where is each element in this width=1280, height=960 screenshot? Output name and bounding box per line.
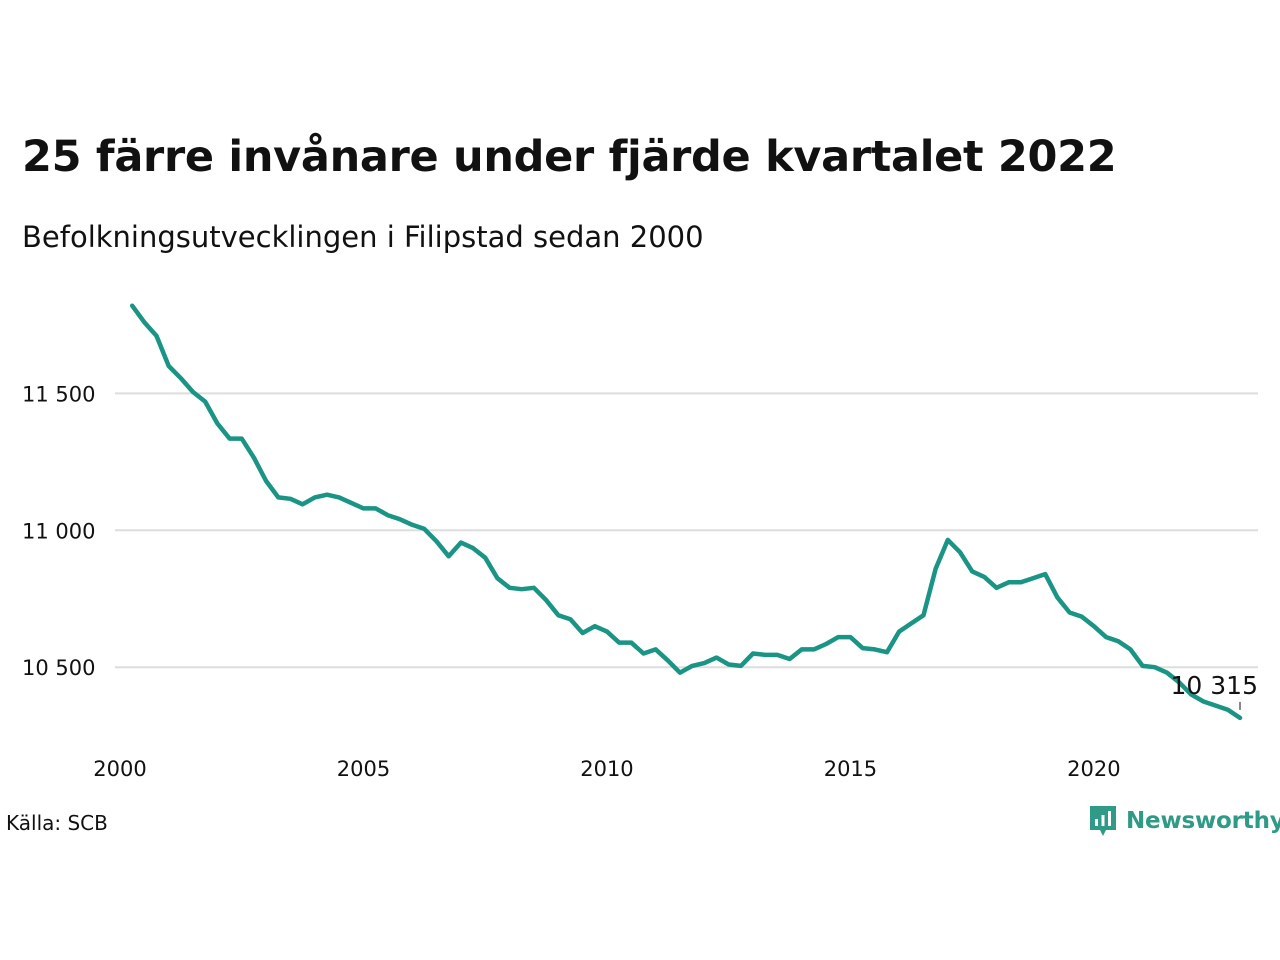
x-tick-label: 2015 <box>824 757 877 781</box>
x-tick-label: 2020 <box>1067 757 1120 781</box>
series-line <box>129 303 1243 721</box>
brand-logo: Newsworthy <box>1088 804 1280 838</box>
y-axis-ticks: 10 500 11 000 11 500 <box>22 382 95 680</box>
x-axis-ticks: 2000 2005 2010 2015 2020 <box>93 757 1120 781</box>
end-label-layer: 10 315 <box>1171 671 1258 710</box>
x-tick-label: 2010 <box>580 757 633 781</box>
chart-subtitle: Befolkningsutvecklingen i Filipstad seda… <box>22 220 704 254</box>
x-tick-label: 2000 <box>93 757 146 781</box>
source-note: Källa: SCB <box>6 811 108 835</box>
series-layer <box>129 303 1243 721</box>
brand-name: Newsworthy <box>1126 808 1280 834</box>
chart-title: 25 färre invånare under fjärde kvartalet… <box>22 132 1117 182</box>
x-tick-label: 2005 <box>337 757 390 781</box>
y-tick-label: 11 500 <box>22 382 95 406</box>
y-tick-label: 11 000 <box>22 519 95 543</box>
newsworthy-logo-icon <box>1090 806 1116 836</box>
end-value-label: 10 315 <box>1171 671 1258 700</box>
y-tick-label: 10 500 <box>22 656 95 680</box>
grid-lines <box>115 392 1258 669</box>
